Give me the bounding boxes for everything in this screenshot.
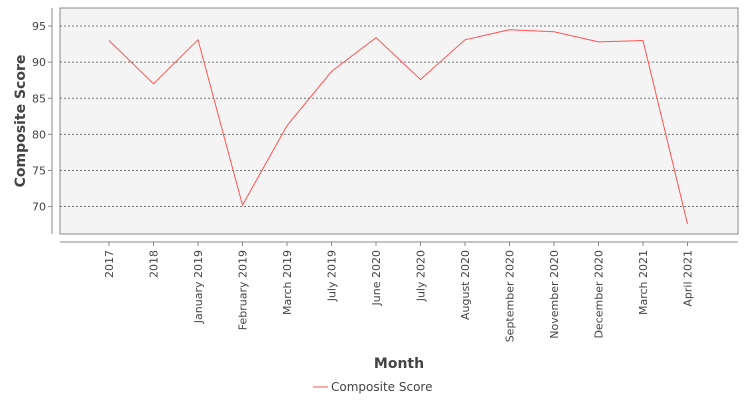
legend: Composite Score bbox=[313, 380, 432, 394]
y-tick-label: 95 bbox=[32, 20, 46, 33]
x-tick-label: 2018 bbox=[148, 250, 161, 278]
x-tick-label: July 2019 bbox=[326, 250, 339, 302]
x-tick-label: January 2019 bbox=[192, 250, 205, 324]
y-tick-label: 90 bbox=[32, 56, 46, 69]
plot-area bbox=[59, 7, 739, 235]
x-tick-label: December 2020 bbox=[593, 250, 606, 339]
x-tick-label: March 2021 bbox=[637, 250, 650, 315]
gridlines bbox=[60, 25, 738, 208]
series-line bbox=[108, 29, 688, 225]
x-axis: 2017 2018 January 2019 February 2019 March 2… bbox=[60, 241, 738, 342]
legend-label: Composite Score bbox=[331, 380, 432, 394]
x-tick-label: August 2020 bbox=[459, 250, 472, 320]
y-tick-label: 75 bbox=[32, 164, 46, 177]
x-tick-label: 2017 bbox=[103, 250, 116, 278]
y-tick-label: 80 bbox=[32, 128, 46, 141]
x-tick-label: March 2019 bbox=[281, 250, 294, 315]
x-tick-label: September 2020 bbox=[504, 250, 517, 342]
y-tick-label: 85 bbox=[32, 92, 46, 105]
x-tick-label: November 2020 bbox=[548, 250, 561, 339]
y-axis: 70 75 80 85 90 95 bbox=[32, 8, 53, 234]
x-tick-label: February 2019 bbox=[237, 250, 250, 330]
x-axis-title: Month bbox=[374, 356, 424, 372]
series-layer bbox=[108, 29, 688, 225]
x-tick-label: April 2021 bbox=[682, 250, 695, 307]
y-axis-title: Composite Score bbox=[13, 55, 29, 188]
x-tick-label: July 2020 bbox=[415, 250, 428, 302]
x-tick-label: June 2020 bbox=[370, 250, 383, 306]
y-tick-label: 70 bbox=[32, 201, 46, 214]
